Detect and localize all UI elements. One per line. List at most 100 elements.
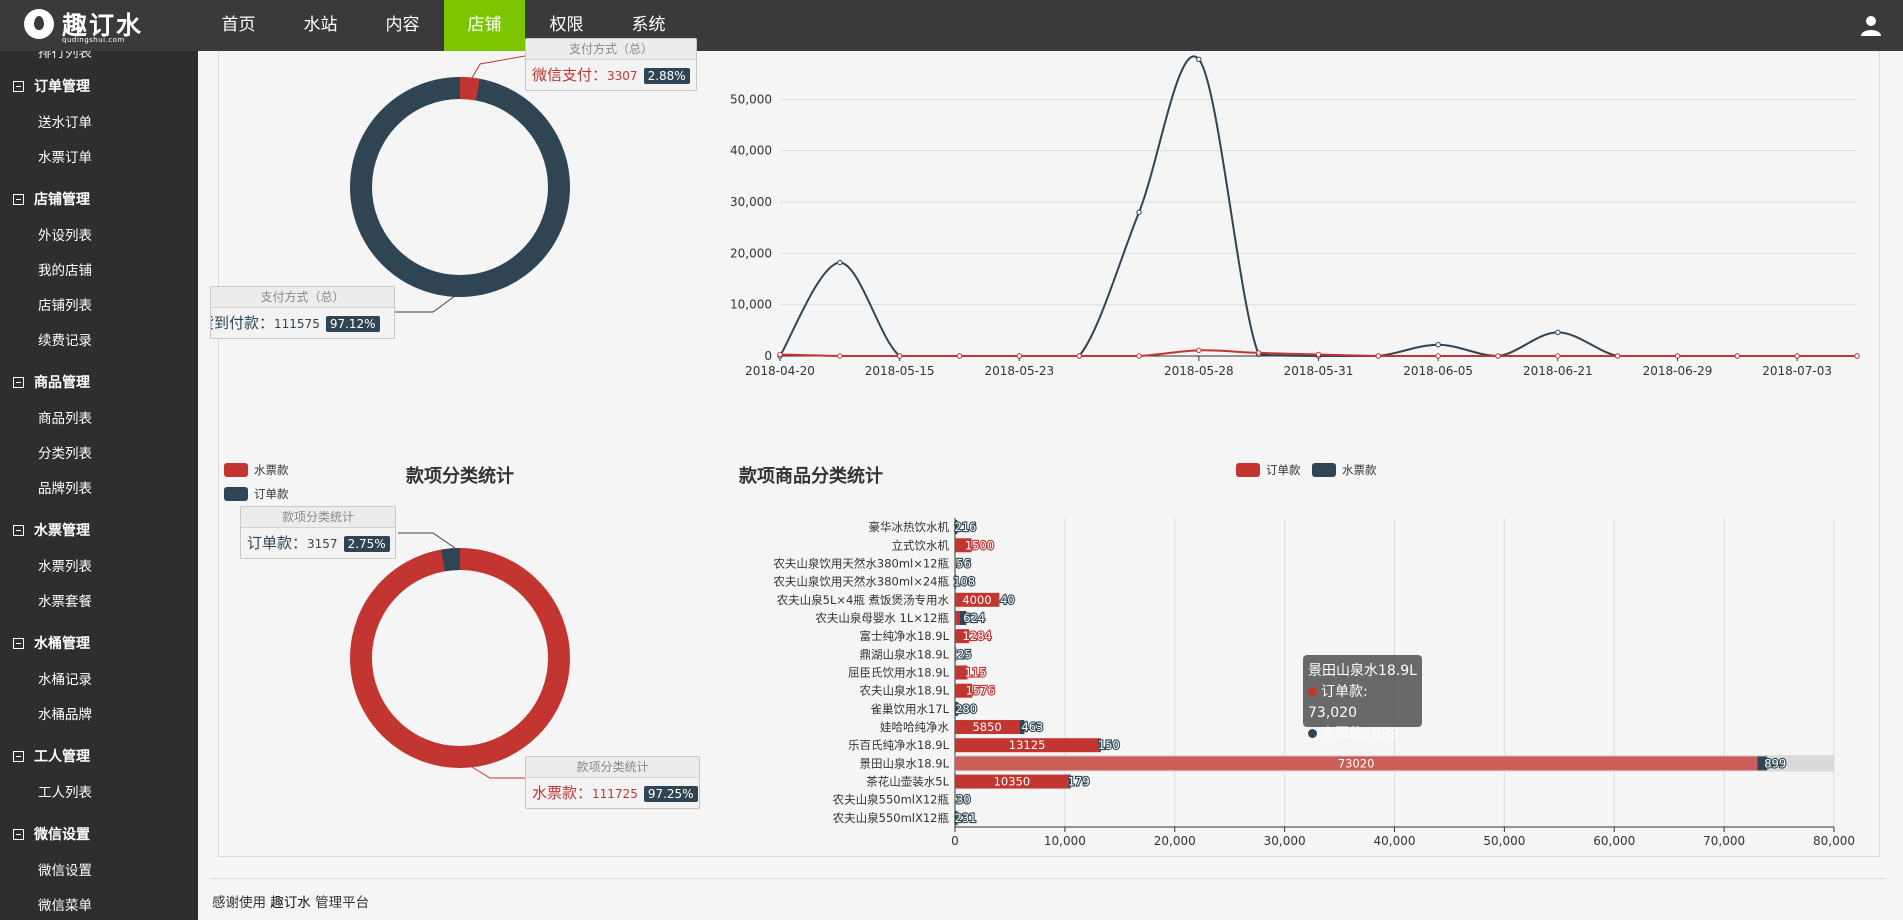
sidebar-item-bucket-brands[interactable]: 水桶品牌 [38,707,92,723]
legend-swatch-ticket[interactable] [1312,463,1336,477]
sidebar-item-goods-list[interactable]: 商品列表 [38,411,92,427]
collapse-icon [13,377,24,388]
legend-label-order[interactable]: 订单款 [254,487,289,501]
sidebar-item-worker-list[interactable]: 工人列表 [38,785,92,801]
legend-swatch-order[interactable] [224,487,248,501]
line-series-0 [779,55,1857,358]
y-tick-label: 20,000 [730,246,772,260]
bar-chart-categories: 豪华冰热饮水机立式饮水机农夫山泉饮用天然水380ml×12瓶农夫山泉饮用天然水3… [773,520,949,825]
bar-order [955,629,970,644]
sidebar-item-wechat-menu[interactable]: 微信菜单 [38,898,92,914]
nav-item-content[interactable]: 内容 [385,15,420,35]
bar-value-label: 30 [956,793,971,807]
sidebar-item-category-list[interactable]: 分类列表 [38,446,92,462]
category-callout-ticket: 款项分类统计 水票款：111725 97.25% [525,756,700,809]
nav-item-shop[interactable]: 店铺 [444,0,525,51]
sidebar-item-brand-list[interactable]: 品牌列表 [38,481,92,497]
sidebar-group-goods[interactable]: 商品管理 [0,369,198,397]
category-label: 茶花山壶装水5L [866,775,949,789]
x-tick-label: 30,000 [1264,834,1306,848]
tooltip-row-order: 订单款: 73,020 [1308,684,1368,721]
payment-donut-chart [350,55,570,313]
sidebar-item-bucket-records[interactable]: 水桶记录 [38,672,92,688]
bar-value-label: 40 [1000,593,1015,607]
nav-item-system[interactable]: 系统 [631,15,666,35]
bar-order [955,720,1020,735]
donut-slice-wechat[interactable] [459,77,480,101]
sidebar-item-ticket-packages[interactable]: 水票套餐 [38,594,92,610]
donut-slice-ticket-payment[interactable] [350,548,570,768]
callout-line [395,295,456,313]
logo[interactable]: 趣订水 qudingshui.com [24,6,174,46]
tooltip-title: 景田山泉水18.9L [1308,663,1417,679]
sidebar-item-renewal[interactable]: 续费记录 [38,333,92,349]
x-tick-label: 10,000 [1044,834,1086,848]
bar-order [955,647,957,662]
nav-item-station[interactable]: 水站 [303,15,338,35]
sidebar-item-ticket-list[interactable]: 水票列表 [38,559,92,575]
bar-value-label: 231 [955,811,977,825]
category-label: 屈臣氏饮用水18.9L [848,666,950,680]
bar-chart-title: 款项商品分类统计 [739,466,883,487]
nav-item-home[interactable]: 首页 [221,15,256,35]
sidebar-item-ranking[interactable]: 排行列表 [38,51,92,61]
sidebar-group-workers[interactable]: 工人管理 [0,743,198,771]
sidebar-item-peripherals[interactable]: 外设列表 [38,228,92,244]
bar-value-label: 624 [963,611,985,625]
y-tick-label: 0 [764,349,772,363]
brand-domain: qudingshui.com [62,36,125,44]
legend-label-order[interactable]: 订单款 [1266,463,1301,477]
sidebar-group-orders[interactable]: 订单管理 [0,73,198,101]
sidebar-group-wechat[interactable]: 微信设置 [0,821,198,849]
x-tick-label: 50,000 [1483,834,1525,848]
bar-order [955,665,968,680]
category-label: 农夫山泉饮用天然水380ml×12瓶 [773,556,949,570]
series-dot-icon [1308,687,1317,696]
category-label: 农夫山泉饮用天然水380ml×24瓶 [773,575,949,589]
sidebar-item-ticket-orders[interactable]: 水票订单 [38,150,92,166]
legend-swatch-ticket[interactable] [224,463,248,477]
sidebar-group-shop[interactable]: 店铺管理 [0,186,198,214]
bar-ticket [955,701,959,716]
x-tick-label: 2018-07-03 [1762,364,1832,378]
sidebar-item-my-shop[interactable]: 我的店铺 [38,263,92,279]
legend-label-ticket[interactable]: 水票款 [1342,463,1377,477]
user-icon[interactable] [1861,15,1881,36]
callout-percent: 2.75% [343,536,390,552]
legend-label-ticket[interactable]: 水票款 [254,463,289,477]
line-chart-x-axis: 2018-04-20 2018-05-15 2018-05-23 2018-05-28… [745,356,1832,378]
data-point [1196,347,1202,354]
callout-value: 111725 [592,787,638,801]
sidebar-item-shop-list[interactable]: 店铺列表 [38,298,92,314]
legend-swatch-order[interactable] [1236,463,1260,477]
bar-value-label: 108 [953,575,975,589]
callout-label: 订单款： [247,534,308,552]
sidebar-group-tickets[interactable]: 水票管理 [0,517,198,545]
category-donut-title: 款项分类统计 [406,466,514,487]
donut-slice-cod[interactable] [350,77,570,297]
nav-item-permission[interactable]: 权限 [549,15,584,35]
bar-order [955,738,1100,753]
bar-ticket [955,574,957,589]
top-navbar: 趣订水 qudingshui.com 首页 水站 内容 店铺 权限 系统 [0,0,1903,51]
collapse-icon [13,194,24,205]
data-point [1854,353,1860,359]
footer: 感谢使用 趣订水 管理平台 [212,895,370,911]
bar-value-label: 463 [1021,720,1043,734]
payment-callout-wechat: 支付方式（总） 微信支付：3307 2.88% [525,38,697,91]
sidebar-group-buckets[interactable]: 水桶管理 [0,630,198,658]
sidebar-item-delivery-orders[interactable]: 送水订单 [38,115,92,131]
bar-order [955,756,1758,771]
x-tick-label: 0 [951,834,959,848]
category-label: 农夫山泉水18.9L [859,684,949,698]
collapse-icon [13,829,24,840]
data-point [1555,353,1561,359]
donut-slice-order-payment[interactable] [441,548,461,572]
x-tick-label: 80,000 [1813,834,1855,848]
x-tick-label: 60,000 [1593,834,1635,848]
data-point [1435,353,1441,359]
category-label: 豪华冰热饮水机 [869,520,950,534]
callout-label: 货到付款： [211,314,275,332]
sidebar-item-wechat-settings[interactable]: 微信设置 [38,863,92,879]
